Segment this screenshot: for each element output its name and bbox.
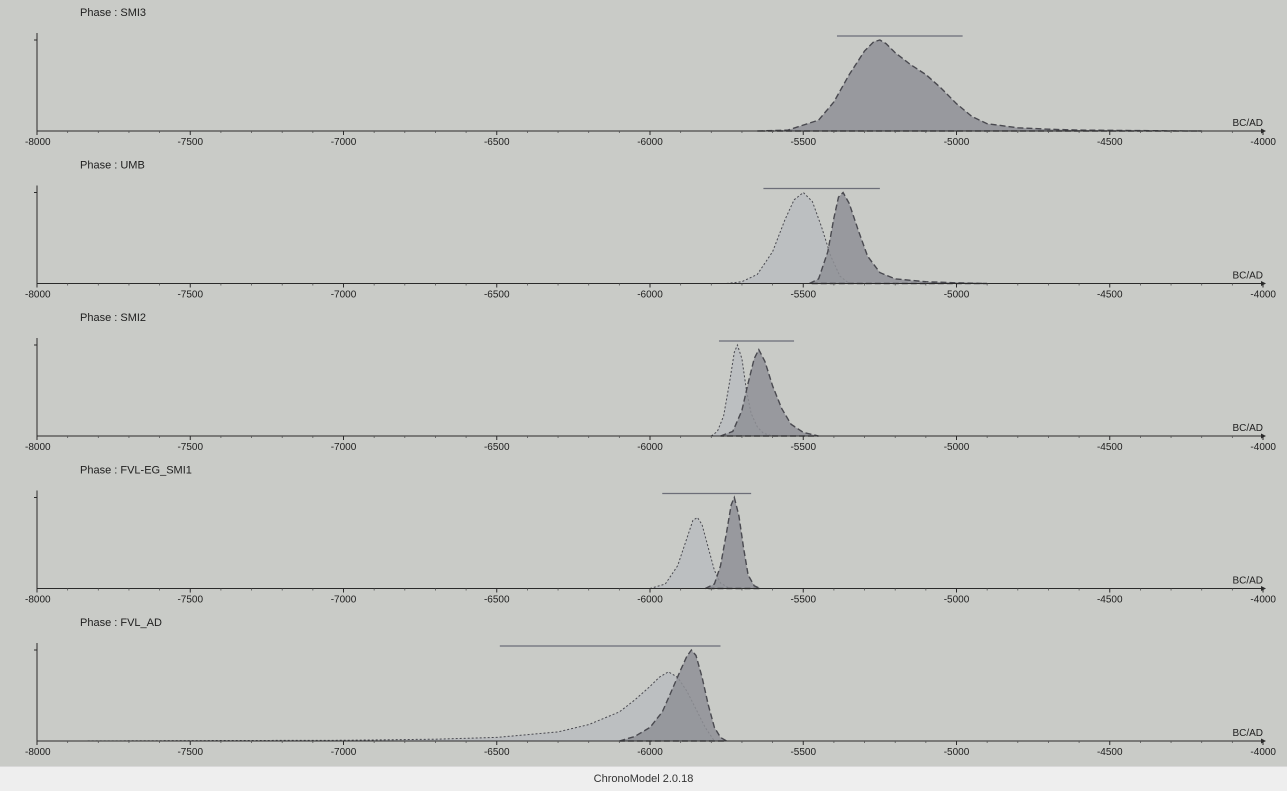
begin-density-curve: [649, 516, 732, 589]
phase-density-charts: Phase : SMI3 -8000 -7500 -7000 -6500 -6000 -55…: [25, 7, 1276, 758]
x-tick-label: -7500: [177, 747, 203, 758]
x-tick-label: -6000: [637, 595, 663, 606]
x-tick-label: -5000: [944, 595, 970, 606]
x-tick-label: -5000: [944, 137, 970, 148]
x-tick-label: -7000: [331, 442, 357, 453]
phase-panel: Phase : SMI3 -8000 -7500 -7000 -6500 -6000 -55…: [25, 7, 1276, 148]
x-tick-label: -5000: [944, 290, 970, 301]
x-tick-label: -7500: [177, 442, 203, 453]
x-tick-label: -8000: [25, 137, 51, 148]
end-density-curve: [809, 191, 988, 285]
x-tick-label: -4000: [1250, 290, 1276, 301]
phase-panel: Phase : FVL_AD -8000 -7500 -7000 -6500 -6000 -…: [25, 617, 1276, 758]
x-tick-label: -6500: [484, 290, 510, 301]
app-version-label: ChronoModel 2.0.18: [593, 773, 694, 785]
phase-title: Phase : SMI2: [80, 312, 146, 324]
phase-title: Phase : SMI3: [80, 7, 146, 19]
x-tick-label: -8000: [25, 290, 51, 301]
x-tick-label: -6000: [637, 442, 663, 453]
charts-svg: Phase : SMI3 -8000 -7500 -7000 -6500 -6000 -55…: [25, 7, 1276, 758]
x-tick-label: -4500: [1097, 442, 1123, 453]
end-density-curve: [704, 495, 761, 590]
x-tick-label: -5000: [944, 747, 970, 758]
x-tick-label: -7000: [331, 290, 357, 301]
begin-density-curve: [709, 343, 773, 437]
status-bar: ChronoModel 2.0.18: [0, 766, 1287, 791]
x-tick-label: -8000: [25, 442, 51, 453]
x-tick-label: -4500: [1097, 290, 1123, 301]
x-tick-label: -4000: [1250, 595, 1276, 606]
phase-title: Phase : FVL_AD: [80, 617, 162, 629]
phase-title: Phase : FVL-EG_SMI1: [80, 465, 192, 477]
end-density-curve: [720, 348, 819, 437]
phase-title: Phase : UMB: [80, 160, 145, 172]
x-tick-label: -6000: [637, 137, 663, 148]
phase-panel: Phase : FVL-EG_SMI1 -8000 -7500 -7000 -6500 -…: [25, 465, 1276, 606]
x-tick-label: -6000: [637, 747, 663, 758]
x-tick-label: -8000: [25, 595, 51, 606]
x-unit-label: BC/AD: [1232, 728, 1263, 739]
begin-density-curve: [67, 671, 716, 742]
x-unit-label: BC/AD: [1232, 423, 1263, 434]
x-tick-label: -6500: [484, 442, 510, 453]
x-tick-label: -6500: [484, 595, 510, 606]
x-tick-label: -7000: [331, 137, 357, 148]
x-tick-label: -5500: [790, 595, 816, 606]
x-tick-label: -7000: [331, 595, 357, 606]
x-tick-label: -5500: [790, 747, 816, 758]
x-tick-label: -4000: [1250, 747, 1276, 758]
x-tick-label: -7000: [331, 747, 357, 758]
x-unit-label: BC/AD: [1232, 576, 1263, 587]
x-tick-label: -4000: [1250, 137, 1276, 148]
x-tick-label: -5500: [790, 137, 816, 148]
x-tick-label: -8000: [25, 747, 51, 758]
x-tick-label: -5500: [790, 290, 816, 301]
x-tick-label: -6500: [484, 137, 510, 148]
x-tick-label: -4500: [1097, 747, 1123, 758]
x-unit-label: BC/AD: [1232, 271, 1263, 282]
x-unit-label: BC/AD: [1232, 118, 1263, 129]
end-density-curve: [757, 39, 1202, 132]
x-tick-label: -7500: [177, 290, 203, 301]
x-tick-label: -5500: [790, 442, 816, 453]
end-density-curve: [619, 648, 730, 742]
x-tick-label: -4500: [1097, 595, 1123, 606]
phase-panel: Phase : SMI2 -8000 -7500 -7000 -6500 -6000 -55…: [25, 312, 1276, 453]
x-tick-label: -5000: [944, 442, 970, 453]
x-tick-label: -4500: [1097, 137, 1123, 148]
x-tick-label: -6500: [484, 747, 510, 758]
x-tick-label: -6000: [637, 290, 663, 301]
x-tick-label: -7500: [177, 137, 203, 148]
x-tick-label: -7500: [177, 595, 203, 606]
x-tick-label: -4000: [1250, 442, 1276, 453]
phase-panel: Phase : UMB -8000 -7500 -7000 -6500 -6000 -550…: [25, 160, 1276, 301]
